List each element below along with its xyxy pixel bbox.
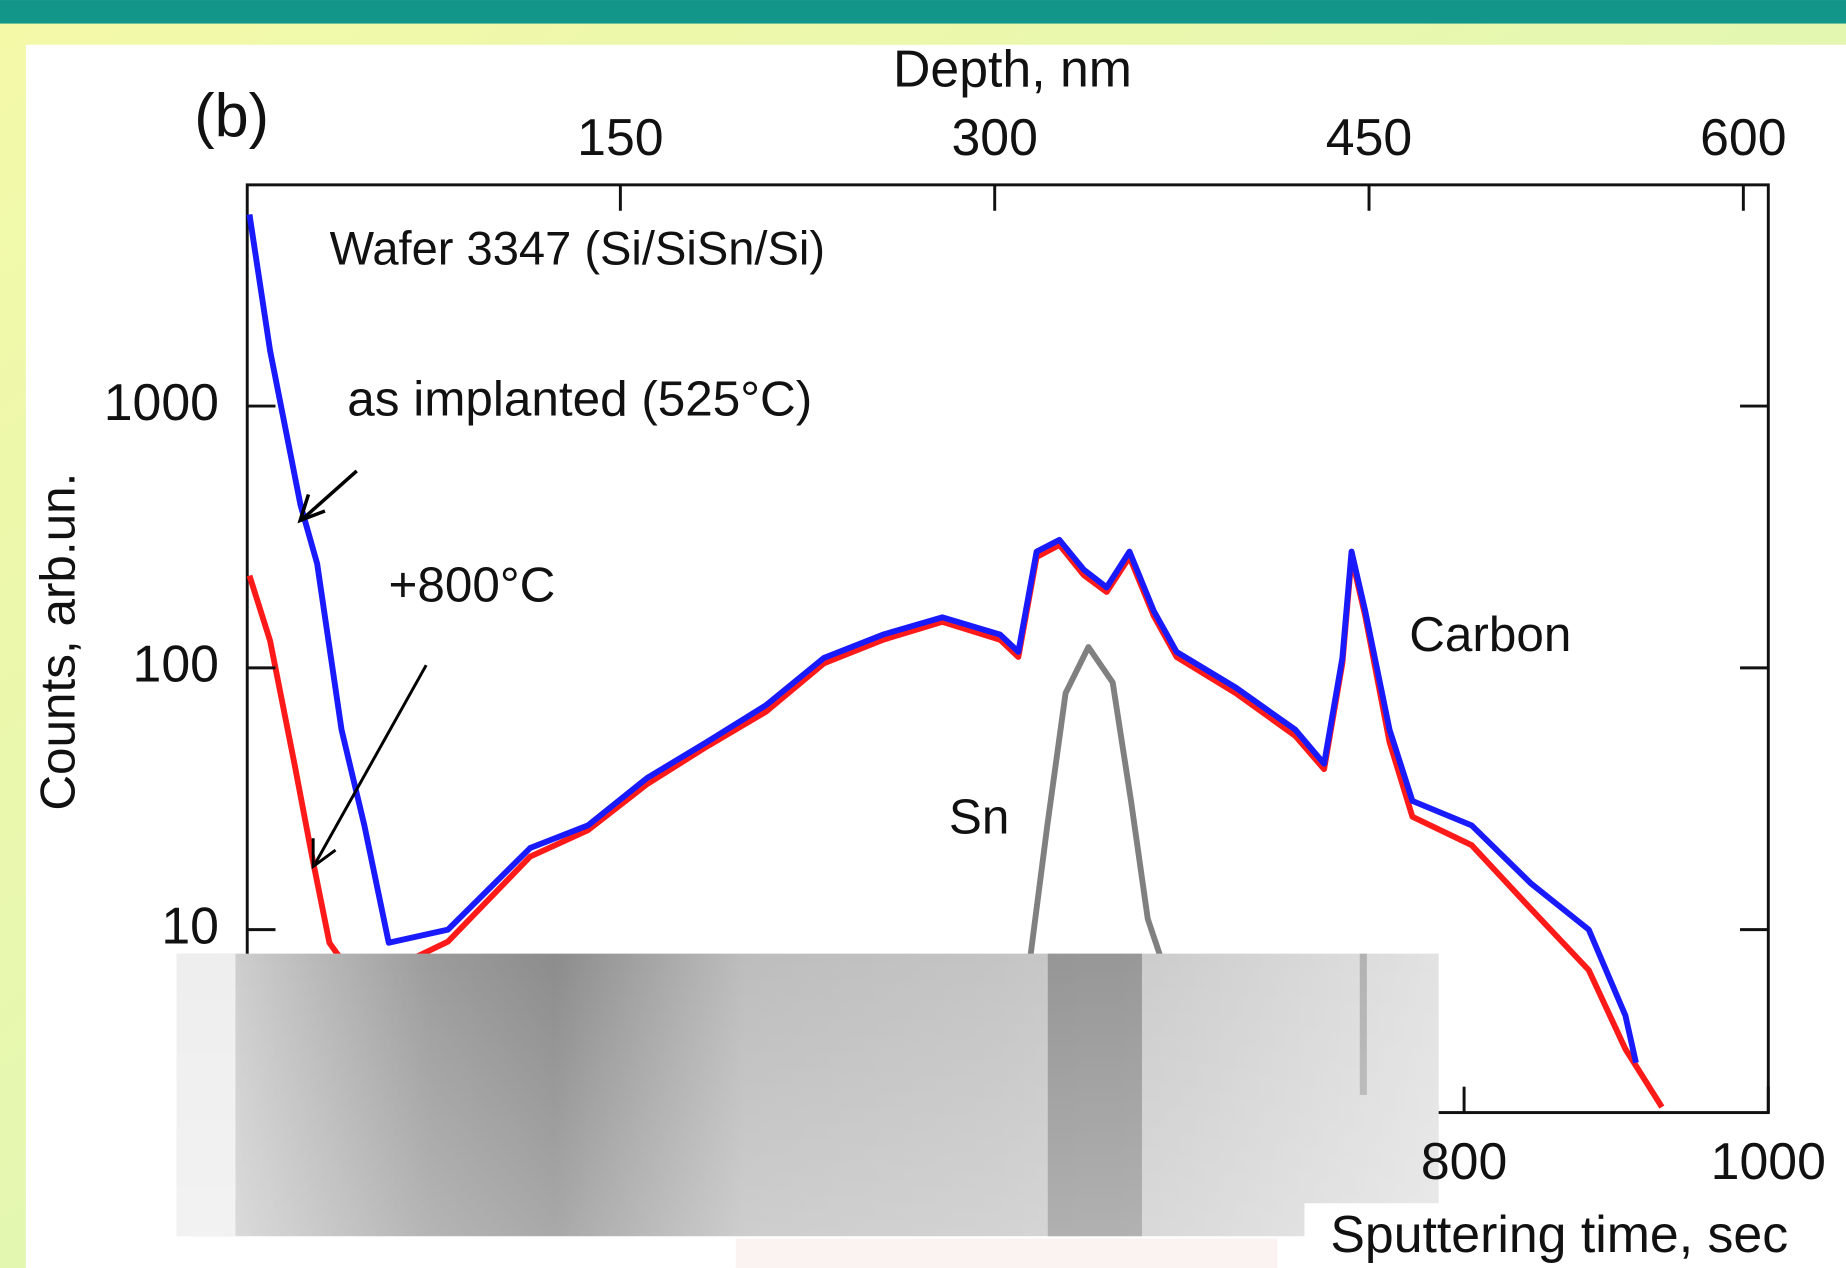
y-axis-label: Counts, arb.un. (30, 473, 85, 811)
annotation: (b) (194, 81, 269, 149)
annotation: Wafer 3347 (Si/SiSn/Si) (330, 221, 825, 274)
arrow (314, 664, 428, 864)
x2-tick-label: 150 (577, 108, 663, 166)
series-label: as implanted (525°C) (347, 372, 812, 427)
inset-strip (735, 1238, 1278, 1268)
x2-tick-label: 600 (1700, 108, 1786, 166)
label-backing (1304, 1203, 1846, 1268)
series-label: Sn (949, 790, 1009, 845)
series-label: +800°C (389, 558, 556, 613)
x-tick-label: 1000 (1711, 1132, 1826, 1190)
x-axis-label: Sputtering time, sec (1330, 1205, 1788, 1263)
y-tick-label: 10 (161, 896, 219, 954)
x-tick-label: 800 (1421, 1132, 1507, 1190)
x2-axis-label: Depth, nm (893, 40, 1132, 98)
series-line (246, 213, 1639, 1064)
y-tick-label: 100 (133, 635, 219, 693)
series-line (1027, 644, 1163, 956)
annotation: Carbon (1409, 607, 1571, 662)
tem-image-shade (176, 953, 1439, 1237)
y-tick-label: 1000 (104, 373, 219, 431)
x2-tick-label: 450 (1326, 108, 1412, 166)
x2-tick-label: 300 (951, 108, 1037, 166)
tem-image (176, 953, 1439, 1237)
arrow (302, 469, 358, 520)
arrow-head (311, 838, 337, 870)
top-band (0, 0, 1846, 24)
arrow-head (297, 493, 326, 524)
